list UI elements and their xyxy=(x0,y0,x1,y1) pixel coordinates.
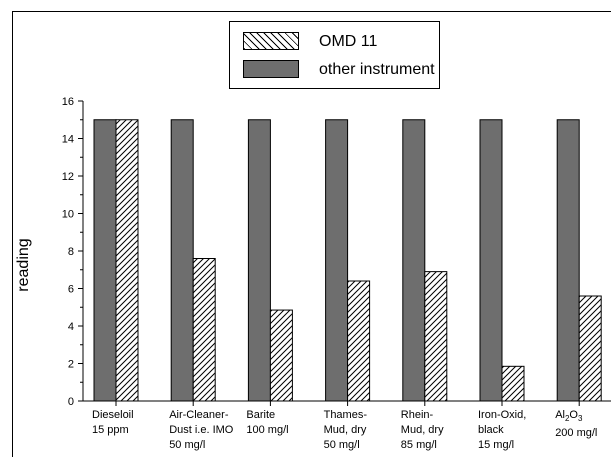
y-tick-label: 10 xyxy=(62,209,74,221)
bar-omd11 xyxy=(115,119,139,402)
legend-item-omd11: OMD 11 xyxy=(243,32,433,52)
y-tick-label: 6 xyxy=(68,284,74,296)
x-tick-label: Air-Cleaner- Dust i.e. IMO 50 mg/l xyxy=(169,409,234,451)
bar-other-instrument xyxy=(247,119,271,402)
bar-other-instrument xyxy=(93,119,117,402)
bar-omd11 xyxy=(501,365,525,402)
x-tick-label: Dieseloil 15 ppm xyxy=(92,409,134,436)
bar-omd11 xyxy=(269,309,293,402)
y-tick-label: 4 xyxy=(68,321,74,333)
bar-other-instrument xyxy=(170,119,194,402)
y-tick-label: 12 xyxy=(62,171,74,183)
legend: OMD 11 other instrument xyxy=(229,21,440,89)
x-tick-label: Barite 100 mg/l xyxy=(246,409,289,436)
bar-other-instrument xyxy=(325,119,349,402)
legend-item-other-instrument: other instrument xyxy=(243,60,435,80)
bar-omd11 xyxy=(347,280,371,402)
x-tick-label: Al2O3 200 mg/l xyxy=(555,409,598,440)
legend-swatch-solid xyxy=(243,60,299,78)
x-tick-label: Rhein- Mud, dry 85 mg/l xyxy=(400,409,444,451)
y-tick-label: 16 xyxy=(62,96,74,108)
legend-label: OMD 11 xyxy=(319,33,378,50)
y-tick-label: 0 xyxy=(68,396,74,408)
legend-label: other instrument xyxy=(319,61,435,78)
bar-omd11 xyxy=(424,271,448,402)
x-tick-label: Iron-Oxid, black 15 mg/l xyxy=(478,409,527,451)
y-tick-label: 14 xyxy=(62,134,74,146)
chart-frame xyxy=(12,11,611,457)
bar-other-instrument xyxy=(402,119,426,402)
y-axis-label: reading xyxy=(15,238,32,292)
bar-other-instrument xyxy=(479,119,503,402)
bar-omd11 xyxy=(578,295,602,402)
legend-swatch-hatched xyxy=(243,32,299,50)
y-tick-label: 8 xyxy=(68,246,74,258)
x-tick-label: Thames- Mud, dry 50 mg/l xyxy=(323,409,367,451)
bar-omd11 xyxy=(192,258,216,402)
bar-other-instrument xyxy=(556,119,580,402)
y-tick-label: 2 xyxy=(68,359,74,371)
